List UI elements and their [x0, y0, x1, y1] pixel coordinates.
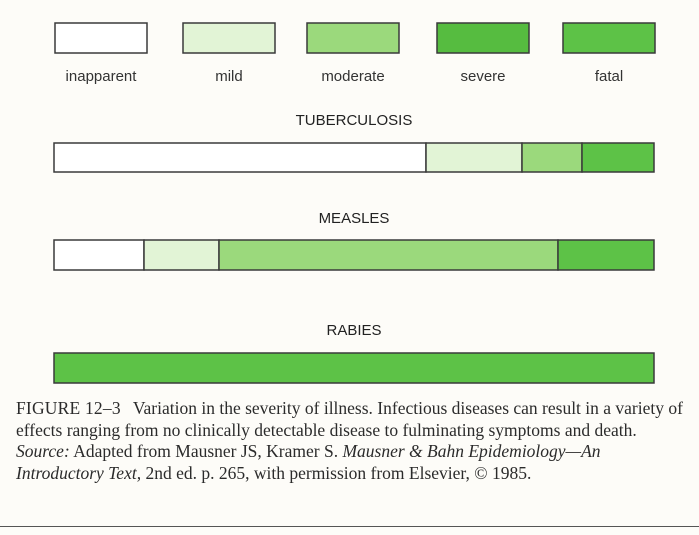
- severity-chart: inapparent mild moderate severe fatal TUBERC…: [53, 22, 656, 384]
- legend: inapparent mild moderate severe fatal: [54, 22, 656, 85]
- bar-segment-measles-inapparent: [53, 239, 145, 271]
- category-label-measles: MEASLES: [319, 210, 390, 227]
- bar-segment-tuberculosis-mild: [425, 142, 523, 173]
- legend-swatch-inapparent: [54, 22, 148, 54]
- bar-segment-tuberculosis-moderate: [521, 142, 583, 173]
- source-text: Adapted from Mausner JS, Kramer S.: [73, 441, 339, 461]
- bar-segment-tuberculosis-fatal: [581, 142, 655, 173]
- legend-label-inapparent: inapparent: [66, 68, 138, 85]
- stacked-bars: TUBERCULOSIS MEASLES RABIES: [53, 112, 655, 384]
- legend-label-mild: mild: [215, 68, 243, 85]
- figure-caption: FIGURE 12–3 Variation in the severity of…: [16, 398, 688, 484]
- bar-segment-rabies-fatal: [53, 352, 655, 384]
- category-label-rabies: RABIES: [326, 322, 381, 339]
- legend-swatch-moderate: [306, 22, 400, 54]
- caption-text: Variation in the severity of illness. In…: [16, 398, 683, 440]
- source-details: 2nd ed. p. 265, with permission from Els…: [145, 462, 532, 483]
- legend-label-severe: severe: [460, 68, 505, 85]
- bottom-rule: [0, 526, 699, 527]
- figure-label: FIGURE 12–3: [16, 398, 121, 418]
- bar-segment-measles-mild: [143, 239, 220, 271]
- category-label-tuberculosis: TUBERCULOSIS: [296, 112, 413, 129]
- legend-swatch-fatal: [562, 22, 656, 54]
- bar-segment-tuberculosis-inapparent: [53, 142, 427, 173]
- bar-segment-measles-moderate: [218, 239, 559, 271]
- legend-label-moderate: moderate: [321, 68, 384, 85]
- book-title: Mausner & Bahn Epidemiology—An Introduct…: [16, 441, 601, 483]
- source-label: Source:: [16, 441, 70, 461]
- legend-label-fatal: fatal: [595, 68, 623, 85]
- legend-swatch-mild: [182, 22, 276, 54]
- bar-segment-measles-fatal: [557, 239, 655, 271]
- legend-swatch-severe: [436, 22, 530, 54]
